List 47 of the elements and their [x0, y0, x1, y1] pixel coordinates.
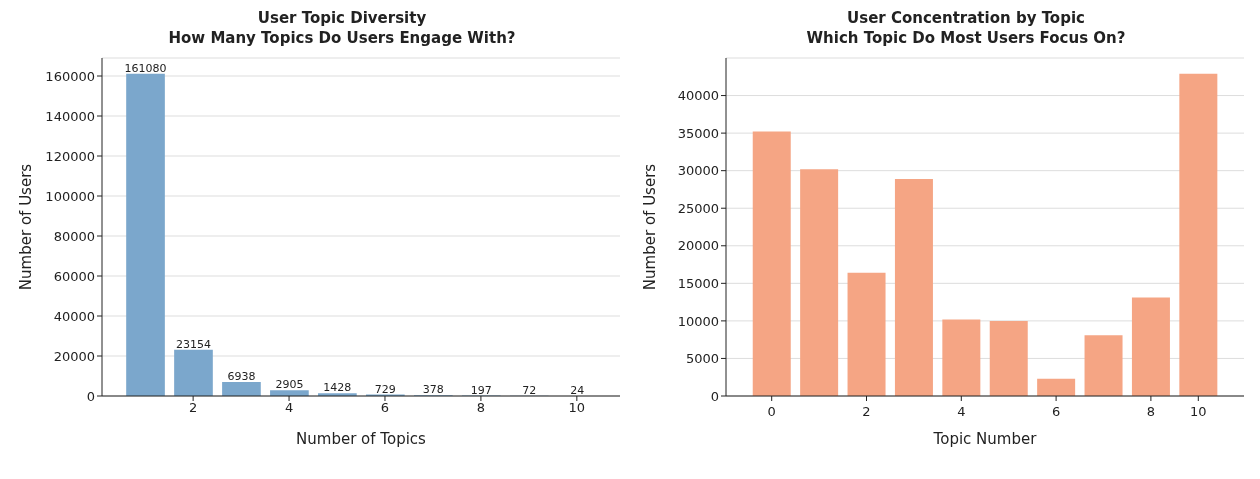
- x-tick-label: 4: [284, 400, 294, 416]
- y-tick-label: 120000: [45, 148, 95, 164]
- data-label: 161080: [124, 61, 167, 75]
- y-tick-label: 0: [86, 388, 95, 404]
- x-tick-label: 2: [862, 404, 871, 419]
- data-label: 197: [470, 383, 492, 397]
- x-tick-label: 8: [1146, 404, 1156, 419]
- y-tick-label: 10000: [677, 313, 719, 329]
- x-tick-label: 0: [767, 404, 776, 419]
- chart-title: User Concentration by Topic: [846, 8, 1086, 28]
- chart-title: User Topic Diversity: [256, 8, 428, 28]
- x-tick-label: 8: [476, 400, 486, 416]
- y-tick-label: 15000: [677, 275, 719, 291]
- x-axis-title: Number of Topics: [296, 430, 427, 448]
- x-tick-label: 4: [957, 404, 966, 419]
- data-label: 1428: [323, 381, 352, 395]
- data-label: 23154: [175, 337, 211, 351]
- data-label: 2905: [275, 378, 304, 392]
- y-tick-label: 5000: [685, 351, 719, 367]
- chart-subtitle: How Many Topics Do Users Engage With?: [167, 28, 517, 48]
- y-tick-label: 20000: [53, 348, 95, 364]
- y-tick-label: 20000: [677, 238, 719, 254]
- x-tick-label: 2: [188, 400, 198, 416]
- x-axis-title: Topic Number: [932, 430, 1038, 448]
- y-tick-label: 25000: [677, 200, 719, 216]
- y-tick-label: 0: [710, 388, 719, 404]
- y-tick-label: 40000: [677, 88, 719, 104]
- y-tick-label: 60000: [53, 268, 95, 284]
- x-tick-label: 6: [380, 400, 390, 416]
- data-label: 729: [374, 382, 396, 396]
- y-tick-label: 35000: [677, 125, 719, 141]
- y-tick-label: 80000: [53, 228, 95, 244]
- y-axis-title: Number of Users: [17, 163, 36, 291]
- data-label: 378: [422, 383, 444, 397]
- data-label: 24: [570, 383, 585, 397]
- y-tick-label: 100000: [45, 188, 95, 204]
- y-axis-title: Number of Users: [641, 163, 660, 291]
- data-label: 6938: [227, 370, 256, 384]
- y-tick-label: 140000: [45, 108, 95, 124]
- x-tick-label: 10: [1190, 404, 1207, 419]
- y-tick-label: 160000: [45, 68, 95, 84]
- data-label: 72: [522, 383, 537, 397]
- x-tick-label: 6: [1051, 404, 1061, 419]
- y-tick-label: 40000: [53, 308, 95, 324]
- x-tick-label: 10: [568, 400, 586, 416]
- y-tick-label: 30000: [677, 163, 719, 179]
- chart-subtitle: Which Topic Do Most Users Focus On?: [805, 28, 1127, 48]
